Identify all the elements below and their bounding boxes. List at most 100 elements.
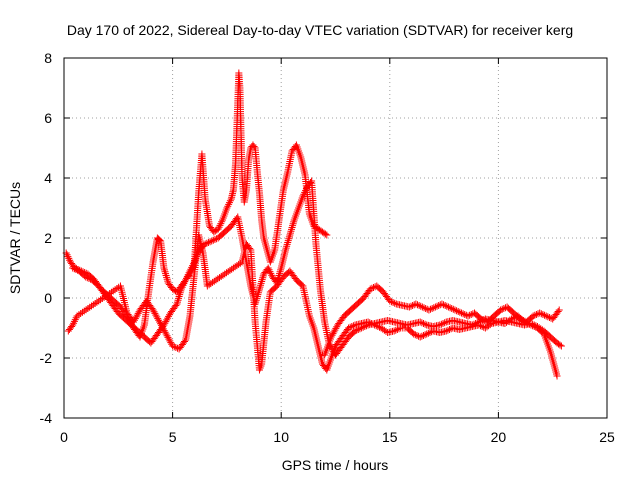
data-point [466, 311, 474, 319]
x-tick-label: 5 [169, 429, 177, 445]
x-tick-label: 25 [599, 429, 615, 445]
data-point [91, 300, 99, 307]
data-point [539, 311, 547, 318]
data-point [529, 320, 537, 328]
data-point [65, 254, 73, 262]
data-point [418, 319, 426, 327]
data-point [421, 331, 429, 339]
data-point [163, 273, 171, 281]
data-point [82, 273, 90, 281]
data-point [169, 342, 177, 350]
series-track-4 [321, 282, 563, 359]
data-point [70, 265, 78, 273]
data-point [246, 245, 254, 252]
data-point [544, 313, 552, 321]
data-point [283, 242, 291, 250]
data-point [411, 331, 419, 339]
data-point [71, 316, 79, 324]
data-point [459, 310, 467, 318]
data-point [451, 306, 459, 314]
data-point [226, 197, 234, 205]
data-point [428, 305, 436, 312]
data-point [100, 293, 108, 301]
data-point [107, 288, 115, 296]
data-point [423, 330, 431, 338]
data-point [389, 299, 397, 306]
x-axis-label: GPS time / hours [282, 457, 389, 473]
data-point [184, 271, 192, 279]
data-point [97, 296, 105, 304]
data-point [72, 266, 80, 273]
data-point [218, 218, 226, 226]
data-point [453, 307, 461, 315]
data-point [387, 298, 395, 306]
data-point [369, 320, 377, 328]
data-point [208, 237, 216, 245]
data-point [421, 320, 429, 328]
data-point [417, 302, 425, 310]
data-point [217, 220, 225, 228]
data-point [172, 302, 180, 309]
data-point [554, 308, 562, 315]
data-point [289, 222, 297, 230]
data-point [80, 307, 88, 315]
plot-frame [63, 57, 608, 419]
data-point [70, 317, 78, 325]
data-point [518, 316, 526, 324]
data-point [557, 342, 565, 350]
data-point [476, 322, 484, 330]
data-point [185, 269, 193, 277]
data-point [183, 274, 191, 282]
data-point [410, 330, 418, 338]
data-point [302, 187, 310, 195]
data-point [391, 299, 399, 307]
data-point [181, 278, 189, 286]
data-point [442, 327, 450, 335]
data-point [364, 318, 372, 326]
data-point [182, 276, 190, 284]
data-point [553, 372, 561, 380]
data-point [85, 275, 93, 282]
data-point [162, 270, 170, 278]
y-tick-label: 6 [44, 110, 52, 126]
data-point [351, 327, 359, 335]
data-point [498, 305, 506, 313]
data-point [437, 320, 445, 328]
data-point [461, 311, 469, 318]
data-point [443, 302, 451, 310]
data-point [181, 338, 189, 345]
data-point [162, 272, 170, 279]
data-point [285, 235, 293, 243]
data-point [532, 311, 540, 318]
data-point [425, 306, 433, 314]
data-point [160, 266, 168, 274]
data-point [419, 332, 427, 339]
data-point [89, 301, 97, 309]
x-tick-label: 10 [273, 429, 289, 445]
data-point [267, 269, 275, 277]
data-point [409, 302, 417, 309]
data-point [477, 315, 485, 323]
data-point [497, 306, 505, 314]
data-point [413, 332, 421, 339]
data-point [83, 274, 91, 282]
data-point [225, 200, 233, 208]
data-point [214, 225, 222, 233]
x-tick-label: 20 [491, 429, 507, 445]
data-point [186, 267, 194, 275]
y-tick-label: 4 [44, 170, 52, 186]
data-point [441, 319, 449, 327]
data-point [420, 304, 428, 312]
data-point [102, 292, 110, 300]
data-point [367, 320, 375, 327]
data-point [106, 290, 114, 297]
data-point [555, 306, 563, 314]
data-point [448, 305, 456, 312]
data-point [415, 302, 423, 309]
data-point [542, 312, 550, 320]
data-point [179, 281, 187, 289]
data-point [416, 318, 424, 326]
data-point [345, 324, 353, 332]
data-point [282, 244, 290, 252]
data-point [422, 305, 430, 312]
